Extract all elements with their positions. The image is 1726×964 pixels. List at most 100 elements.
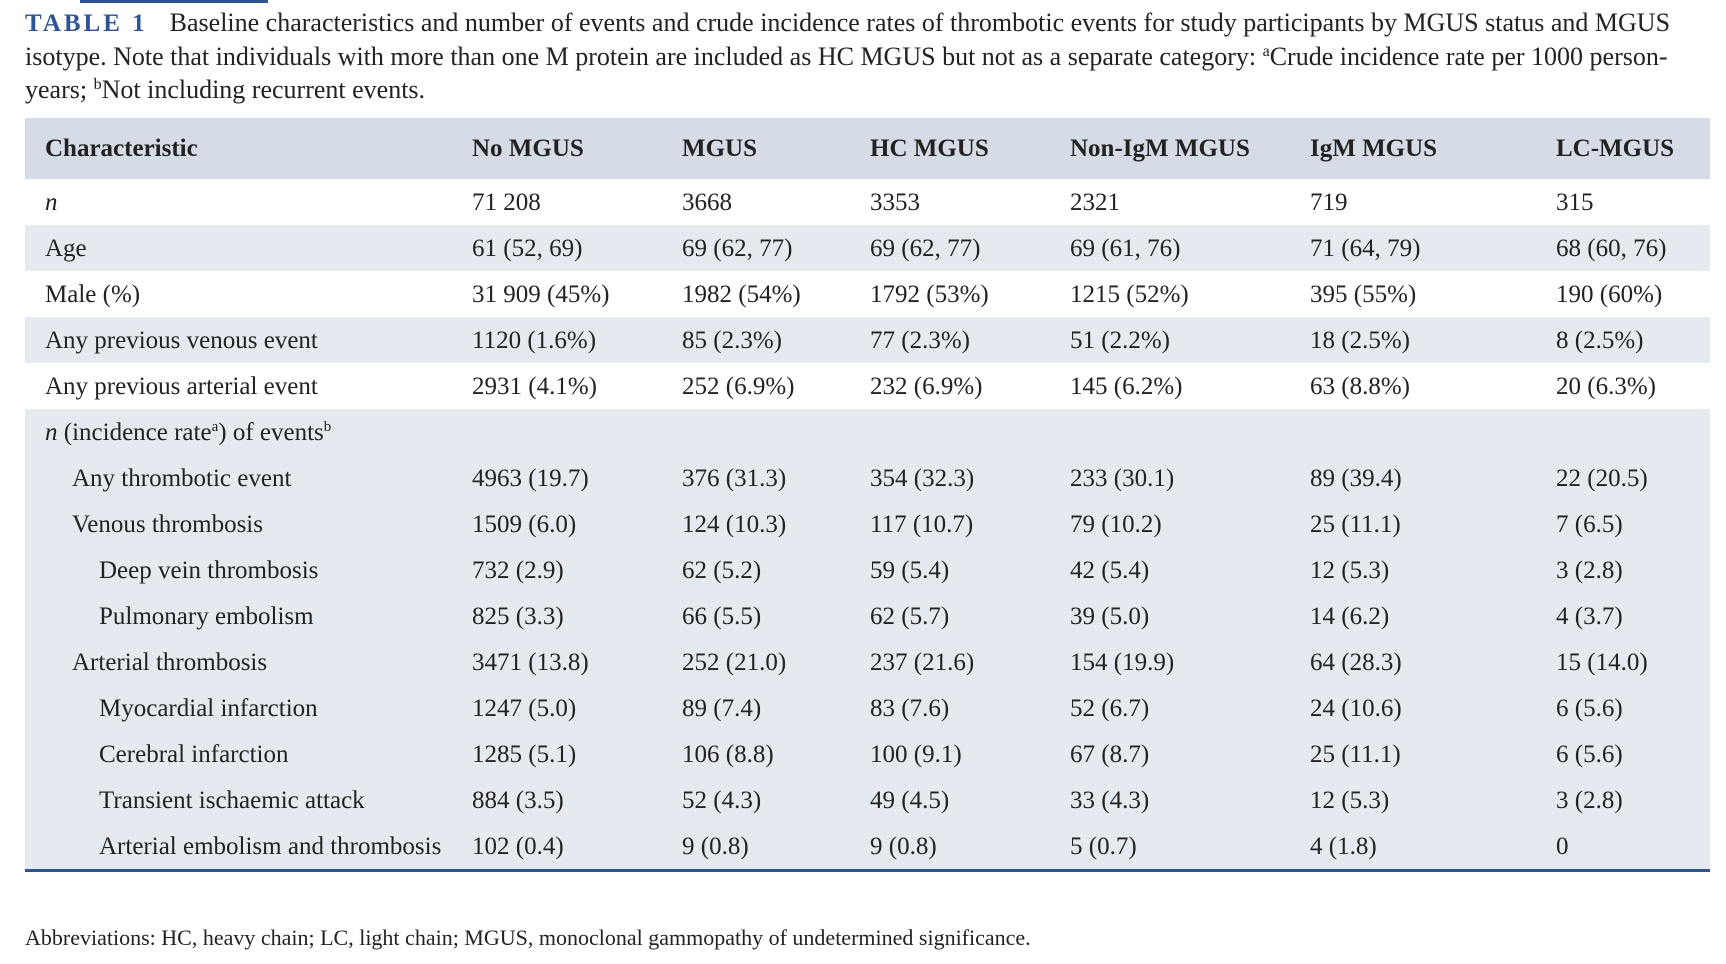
table-row: Any previous arterial event 2931 (4.1%) …: [25, 363, 1710, 409]
row-label: n: [45, 189, 58, 216]
table-cell: 232 (6.9%): [870, 373, 983, 400]
table-cell: 4 (3.7): [1556, 603, 1623, 630]
section-sup-a: a: [211, 419, 219, 435]
table-cell: 89 (39.4): [1310, 465, 1402, 492]
table-cell: 252 (21.0): [682, 649, 787, 676]
table-cell: 3 (2.8): [1556, 787, 1623, 814]
table-row: Venous thrombosis 1509 (6.0) 124 (10.3) …: [25, 501, 1710, 547]
table-cell: 9 (0.8): [682, 833, 749, 860]
table-cell: 3668: [682, 189, 732, 216]
header-igm-mgus: IgM MGUS: [1310, 134, 1438, 162]
table-cell: 68 (60, 76): [1556, 235, 1667, 262]
section-n: n: [45, 419, 58, 446]
caption-sup-b: b: [93, 76, 102, 93]
table-cell: 77 (2.3%): [870, 327, 970, 354]
caption-text-1: Baseline characteristics and number of e…: [25, 8, 1671, 71]
table-cell: 64 (28.3): [1310, 649, 1402, 676]
table-cell: 884 (3.5): [472, 787, 564, 814]
table-row: Any thrombotic event 4963 (19.7) 376 (31…: [25, 455, 1710, 501]
table-caption: TABLE 1 Baseline characteristics and numb…: [25, 6, 1715, 106]
table-cell: 61 (52, 69): [472, 235, 583, 262]
table-cell: 22 (20.5): [1556, 465, 1648, 492]
row-label: Any previous venous event: [45, 327, 318, 354]
row-label: Myocardial infarction: [99, 695, 318, 722]
table-row: Deep vein thrombosis 732 (2.9) 62 (5.2) …: [25, 547, 1710, 593]
table-row: Arterial embolism and thrombosis 102 (0.…: [25, 823, 1710, 869]
table-cell: 8 (2.5%): [1556, 327, 1644, 354]
table-cell: 39 (5.0): [1070, 603, 1150, 630]
caption-sup-a: a: [1262, 43, 1270, 60]
table-cell: 14 (6.2): [1310, 603, 1390, 630]
table-cell: 89 (7.4): [682, 695, 762, 722]
table-cell: 71 208: [472, 189, 541, 216]
table-cell: 6 (5.6): [1556, 695, 1623, 722]
top-accent-rule: [80, 0, 268, 3]
row-label: Arterial embolism and thrombosis: [99, 833, 442, 860]
table-cell: 315: [1556, 189, 1594, 216]
row-label: Venous thrombosis: [72, 511, 263, 538]
table-cell: 66 (5.5): [682, 603, 762, 630]
header-hc-mgus: HC MGUS: [870, 134, 989, 162]
row-label: Any previous arterial event: [45, 373, 318, 400]
table-cell: 102 (0.4): [472, 833, 564, 860]
table-cell: 25 (11.1): [1310, 511, 1401, 538]
table-cell: 1509 (6.0): [472, 511, 577, 538]
table-cell: 825 (3.3): [472, 603, 564, 630]
table-cell: 190 (60%): [1556, 281, 1663, 308]
table-cell: 83 (7.6): [870, 695, 950, 722]
table-cell: 85 (2.3%): [682, 327, 782, 354]
table-row: Myocardial infarction 1247 (5.0) 89 (7.4…: [25, 685, 1710, 731]
table-cell: 3353: [870, 189, 920, 216]
header-no-mgus: No MGUS: [472, 134, 584, 162]
table-cell: 52 (4.3): [682, 787, 762, 814]
table-cell: 354 (32.3): [870, 465, 975, 492]
table-cell: 100 (9.1): [870, 741, 962, 768]
table-cell: 49 (4.5): [870, 787, 950, 814]
data-table-container: Characteristic No MGUS MGUS HC MGUS Non-…: [25, 118, 1710, 872]
table-cell: 1215 (52%): [1070, 281, 1189, 308]
table-cell: 62 (5.2): [682, 557, 762, 584]
table-cell: 69 (61, 76): [1070, 235, 1181, 262]
table-row: Male (%) 31 909 (45%) 1982 (54%) 1792 (5…: [25, 271, 1710, 317]
table-cell: 252 (6.9%): [682, 373, 795, 400]
table-cell: 20 (6.3%): [1556, 373, 1656, 400]
table-cell: 12 (5.3): [1310, 557, 1390, 584]
row-label: Male (%): [45, 281, 141, 308]
table-cell: 5 (0.7): [1070, 833, 1137, 860]
header-lc-mgus: LC-MGUS: [1556, 134, 1675, 162]
caption-text-3: Not including recurrent events.: [101, 75, 426, 104]
table-cell: 52 (6.7): [1070, 695, 1150, 722]
table-row: Cerebral infarction 1285 (5.1) 106 (8.8)…: [25, 731, 1710, 777]
row-label: Transient ischaemic attack: [99, 787, 365, 814]
table-cell: 3471 (13.8): [472, 649, 589, 676]
table-cell: 24 (10.6): [1310, 695, 1402, 722]
table-cell: 719: [1310, 189, 1348, 216]
row-label: Arterial thrombosis: [72, 649, 268, 676]
table-cell: 67 (8.7): [1070, 741, 1150, 768]
section-header: n (incidence ratea) of eventsb: [25, 409, 1710, 455]
table-cell: 69 (62, 77): [682, 235, 793, 262]
table-cell: 395 (55%): [1310, 281, 1417, 308]
table-header-row: Characteristic No MGUS MGUS HC MGUS Non-…: [25, 118, 1710, 179]
table-cell: 124 (10.3): [682, 511, 787, 538]
table-cell: 33 (4.3): [1070, 787, 1150, 814]
table-cell: 4963 (19.7): [472, 465, 589, 492]
table-cell: 15 (14.0): [1556, 649, 1648, 676]
section-text-2: ) of events: [218, 419, 324, 446]
table-cell: 42 (5.4): [1070, 557, 1150, 584]
data-table: Characteristic No MGUS MGUS HC MGUS Non-…: [25, 118, 1710, 869]
table-cell: 51 (2.2%): [1070, 327, 1170, 354]
table-cell: 154 (19.9): [1070, 649, 1175, 676]
table-cell: 63 (8.8%): [1310, 373, 1410, 400]
table-cell: 4 (1.8): [1310, 833, 1377, 860]
table-cell: 79 (10.2): [1070, 511, 1162, 538]
table-row: Arterial thrombosis 3471 (13.8) 252 (21.…: [25, 639, 1710, 685]
section-sup-b: b: [323, 419, 332, 435]
table-bottom-rule: [25, 869, 1710, 872]
table-cell: 1247 (5.0): [472, 695, 577, 722]
header-non-igm-mgus: Non-IgM MGUS: [1070, 134, 1250, 162]
table-cell: 1792 (53%): [870, 281, 989, 308]
table-cell: 145 (6.2%): [1070, 373, 1183, 400]
table-cell: 7 (6.5): [1556, 511, 1623, 538]
table-row: n 71 208 3668 3353 2321 719 315: [25, 179, 1710, 225]
